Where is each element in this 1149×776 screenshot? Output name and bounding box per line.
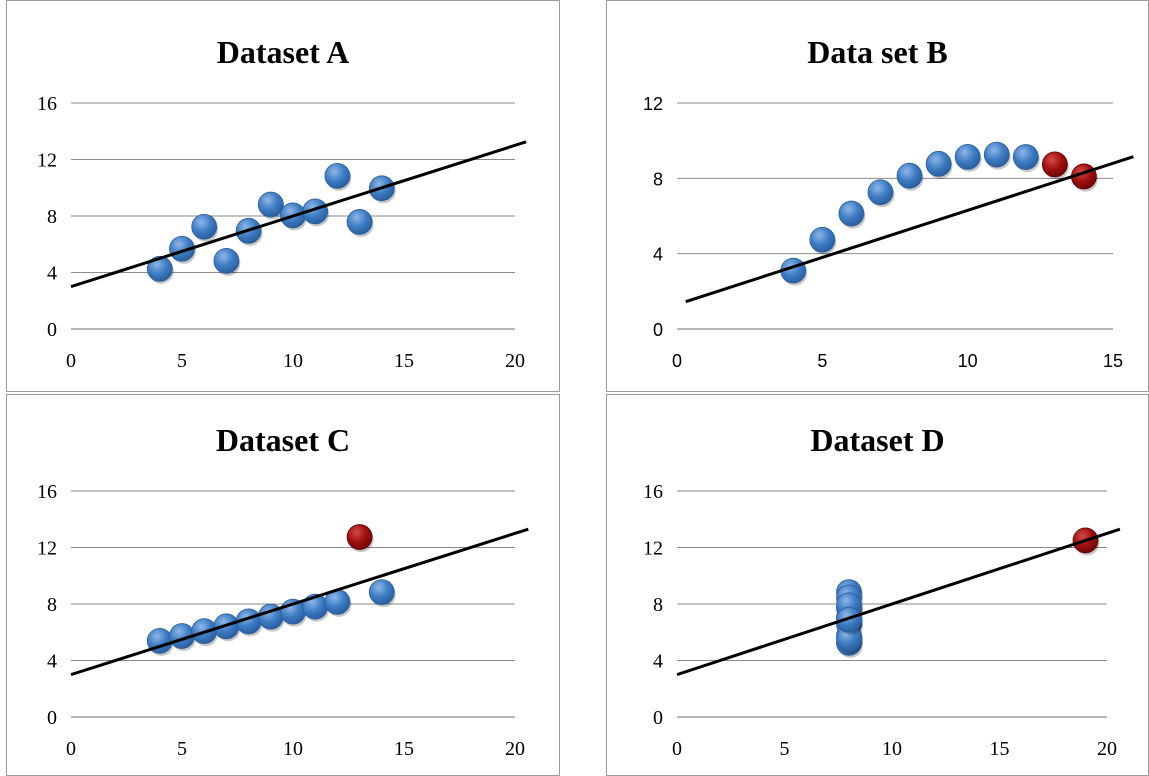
outlier-point: [346, 524, 373, 550]
y-tick-label: 8: [653, 169, 663, 189]
y-tick-label: 16: [37, 481, 57, 503]
x-tick-label: 20: [505, 738, 525, 760]
x-tick-label: 15: [394, 738, 414, 760]
data-point: [302, 198, 329, 225]
data-point: [925, 150, 952, 177]
data-point: [1012, 144, 1039, 170]
x-tick-label: 0: [66, 350, 76, 372]
trend-line: [70, 527, 529, 677]
chart-panel-a: Dataset A 0 4 8 12 16 0 5 10 15 20: [6, 0, 560, 392]
x-tick-label: 20: [1097, 738, 1117, 760]
scatter-chart-a: Dataset A 0 4 8 12 16 0 5 10 15 20: [37, 34, 527, 372]
data-point: [983, 141, 1010, 168]
data-point: [368, 579, 395, 606]
y-tick-label: 12: [37, 538, 57, 560]
y-tick-label: 4: [653, 245, 663, 265]
scatter-chart-d: Dataset D 0 4 8 12 16 0 5 10 15 20: [643, 422, 1121, 760]
scatter-chart-b: Data set B 0 4 8 12 0 5 10 15: [643, 34, 1134, 371]
trend-line: [70, 140, 527, 289]
y-tick-label: 4: [47, 263, 57, 285]
x-tick-label: 5: [780, 738, 790, 760]
chart-title: Dataset A: [217, 34, 349, 70]
y-tick-label: 8: [653, 594, 663, 616]
x-tick-label: 5: [177, 350, 187, 372]
x-tick-label: 10: [882, 738, 902, 760]
x-tick-label: 0: [672, 738, 682, 760]
data-point: [896, 162, 923, 189]
data-point: [146, 255, 173, 282]
x-tick-label: 0: [672, 351, 682, 371]
y-tick-label: 12: [37, 150, 57, 172]
chart-title: Dataset D: [810, 422, 944, 458]
x-tick-label: 5: [177, 738, 187, 760]
y-tick-label: 8: [47, 594, 57, 616]
y-tick-label: 12: [643, 538, 663, 560]
data-point: [809, 226, 836, 253]
y-tick-label: 0: [47, 707, 57, 729]
data-point: [324, 162, 351, 189]
x-tick-label: 20: [505, 350, 525, 372]
y-tick-label: 0: [47, 319, 57, 341]
chart-panel-b: Data set B 0 4 8 12 0 5 10 15: [606, 0, 1149, 392]
y-tick-label: 8: [47, 206, 57, 228]
data-point: [346, 209, 373, 235]
y-tick-label: 4: [47, 651, 57, 673]
x-tick-label: 0: [66, 738, 76, 760]
data-point: [867, 179, 894, 206]
y-tick-label: 4: [653, 651, 663, 673]
y-tick-label: 16: [643, 481, 663, 503]
data-point: [257, 191, 284, 218]
outlier-point: [1041, 151, 1068, 178]
data-point: [954, 143, 981, 170]
chart-panel-c: Dataset C 0 4 8 12 16 0 5 10 15 20: [6, 394, 560, 776]
chart-title: Dataset C: [216, 422, 350, 458]
x-tick-label: 15: [394, 350, 414, 372]
x-tick-label: 15: [990, 738, 1010, 760]
trend-line: [685, 155, 1134, 304]
y-tick-label: 16: [37, 93, 57, 115]
data-point: [838, 200, 865, 227]
chart-panel-d: Dataset D 0 4 8 12 16 0 5 10 15 20: [606, 394, 1149, 776]
scatter-chart-c: Dataset C 0 4 8 12 16 0 5 10 15 20: [37, 422, 529, 760]
y-tick-label: 0: [653, 707, 663, 729]
trend-line: [676, 527, 1121, 677]
x-tick-label: 5: [817, 351, 827, 371]
y-tick-label: 0: [653, 320, 663, 340]
x-tick-label: 10: [958, 351, 978, 371]
data-point: [213, 248, 240, 274]
x-tick-label: 10: [283, 350, 303, 372]
chart-title: Data set B: [807, 34, 947, 70]
data-point: [191, 213, 218, 240]
x-tick-label: 15: [1103, 351, 1123, 371]
x-tick-label: 10: [283, 738, 303, 760]
y-tick-label: 12: [643, 94, 663, 114]
